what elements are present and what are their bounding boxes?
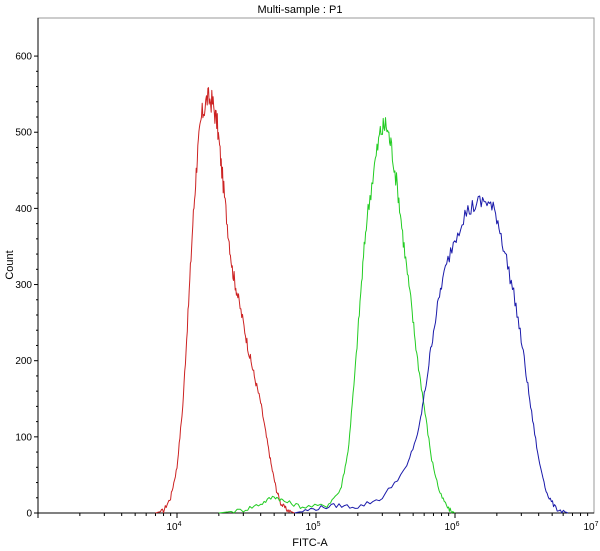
y-axis: 0 100 200 300 400 500 600 — [15, 18, 39, 520]
y-tick-label-600: 600 — [15, 52, 32, 63]
x-axis: 104 105 106 107 — [37, 512, 599, 533]
plot-frame — [37, 17, 595, 514]
y-tick-label-300: 300 — [15, 280, 32, 291]
series-line-3 — [294, 195, 569, 514]
y-tick-label-100: 100 — [15, 432, 32, 443]
y-tick-label-400: 400 — [15, 204, 32, 215]
series-line-1 — [155, 87, 295, 514]
chart-title: Multi-sample : P1 — [258, 4, 343, 16]
series-layer — [155, 87, 569, 514]
x-tick-label-4: 104 — [166, 521, 181, 533]
y-tick-label-500: 500 — [15, 128, 32, 139]
y-tick-label-200: 200 — [15, 356, 32, 367]
x-tick-label-5: 105 — [305, 521, 320, 533]
x-axis-title: FITC-A — [292, 537, 328, 549]
series-line-2 — [218, 117, 456, 514]
y-tick-label-0: 0 — [26, 509, 32, 520]
x-tick-label-6: 106 — [444, 521, 459, 533]
y-axis-title: Count — [4, 250, 16, 279]
x-tick-label-7: 107 — [583, 521, 598, 533]
plot-border — [37, 17, 595, 514]
